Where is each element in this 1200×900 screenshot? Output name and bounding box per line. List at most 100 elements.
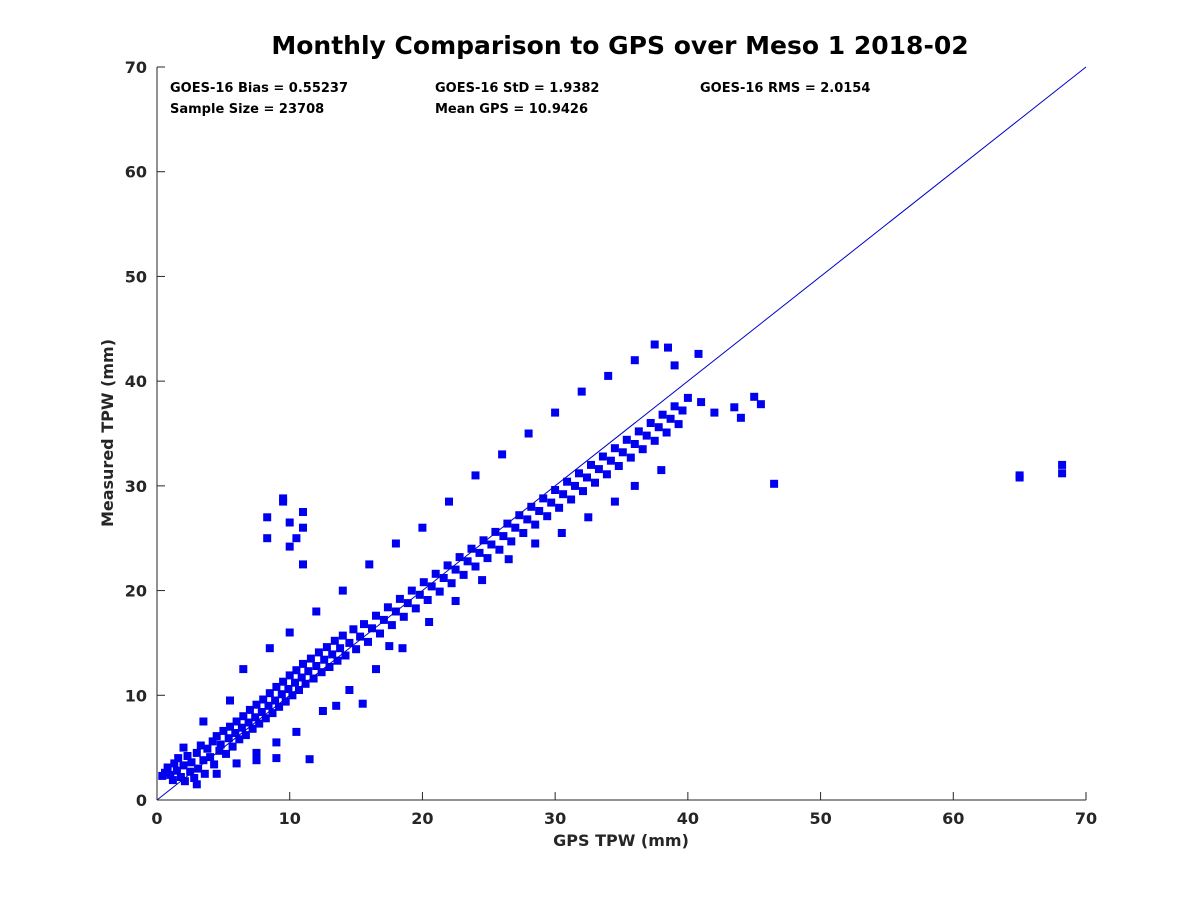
data-point [475, 548, 484, 557]
data-point [756, 400, 765, 409]
data-point [439, 574, 448, 582]
data-point [658, 410, 667, 419]
data-point [161, 768, 169, 777]
data-point [670, 402, 679, 411]
data-point [232, 717, 241, 726]
data-point [251, 713, 260, 722]
data-point [664, 343, 672, 352]
data-point [487, 540, 496, 549]
data-point [206, 753, 215, 762]
data-point [391, 539, 400, 548]
data-point [263, 534, 272, 543]
data-point [179, 743, 188, 752]
data-point [551, 408, 560, 417]
data-point [210, 760, 219, 769]
data-point [697, 398, 706, 407]
data-point [252, 700, 261, 709]
data-point [279, 677, 288, 686]
data-point [277, 690, 286, 699]
data-point [622, 435, 631, 444]
data-point [657, 466, 666, 475]
data-point [364, 637, 372, 646]
data-point [192, 748, 201, 757]
data-point [272, 754, 281, 763]
data-point [285, 518, 294, 527]
data-point [259, 695, 268, 704]
data-point [295, 686, 303, 694]
data-point [176, 773, 185, 781]
chart-title: Monthly Comparison to GPS over Meso 1 20… [271, 31, 968, 60]
x-axis-label: GPS TPW (mm) [553, 831, 689, 850]
data-point [284, 685, 293, 693]
y-ticks: 0 10 20 30 40 50 60 70 [125, 58, 165, 810]
data-point [261, 714, 270, 723]
data-point [577, 387, 586, 396]
data-point [499, 532, 508, 541]
data-point [504, 555, 513, 564]
data-point [212, 732, 221, 741]
x-tick-label: 10 [279, 809, 301, 828]
data-point [237, 723, 246, 732]
data-point [203, 744, 212, 753]
data-point [445, 497, 453, 506]
plot-area: 0 10 20 30 40 50 60 70 0 10 20 30 40 50 60 70 [125, 58, 1097, 828]
data-point [317, 668, 326, 677]
y-tick-label: 20 [125, 582, 147, 601]
data-point [527, 502, 536, 511]
stat-bias: GOES-16 Bias = 0.55237 [170, 81, 348, 96]
data-point [345, 638, 354, 647]
data-point [491, 527, 500, 536]
data-point [571, 481, 579, 490]
data-point [299, 560, 307, 569]
data-point [255, 719, 264, 728]
x-ticks: 0 10 20 30 40 50 60 70 [151, 792, 1097, 828]
data-point [338, 586, 347, 595]
data-point [224, 734, 233, 743]
data-point [292, 534, 301, 543]
data-point [292, 666, 301, 675]
data-point [638, 445, 647, 454]
data-point [630, 440, 639, 448]
data-point [423, 596, 432, 604]
data-point [1058, 460, 1067, 469]
data-point [591, 478, 599, 487]
data-point [376, 629, 384, 638]
data-point [235, 735, 244, 744]
data-point [226, 722, 234, 731]
data-point [272, 682, 281, 691]
data-point [231, 729, 240, 737]
data-point [333, 656, 342, 665]
data-point [297, 673, 306, 682]
data-point [226, 696, 234, 705]
data-point [232, 759, 241, 768]
data-point [443, 561, 452, 570]
data-point [314, 648, 323, 657]
data-point [252, 748, 261, 757]
data-point [584, 513, 593, 522]
x-tick-label: 20 [411, 809, 433, 828]
data-point [395, 594, 404, 603]
stat-mean-gps: Mean GPS = 10.9426 [435, 102, 588, 117]
data-point [418, 523, 427, 532]
stat-std: GOES-16 StD = 1.9382 [435, 81, 599, 96]
data-point [219, 726, 228, 735]
data-point [678, 406, 687, 415]
data-point [163, 763, 172, 772]
data-point [265, 689, 274, 698]
data-point [379, 615, 388, 624]
data-point [435, 587, 444, 596]
data-point [179, 761, 188, 770]
data-point [730, 403, 739, 412]
data-point [199, 717, 208, 726]
data-point [387, 621, 396, 630]
data-point [467, 544, 476, 553]
y-tick-label: 40 [125, 372, 147, 391]
data-point [415, 590, 424, 599]
data-point [285, 671, 294, 680]
y-tick-label: 30 [125, 477, 147, 496]
x-tick-label: 50 [809, 809, 831, 828]
data-point [662, 428, 671, 437]
data-point [356, 632, 365, 641]
y-tick-label: 50 [125, 267, 147, 286]
